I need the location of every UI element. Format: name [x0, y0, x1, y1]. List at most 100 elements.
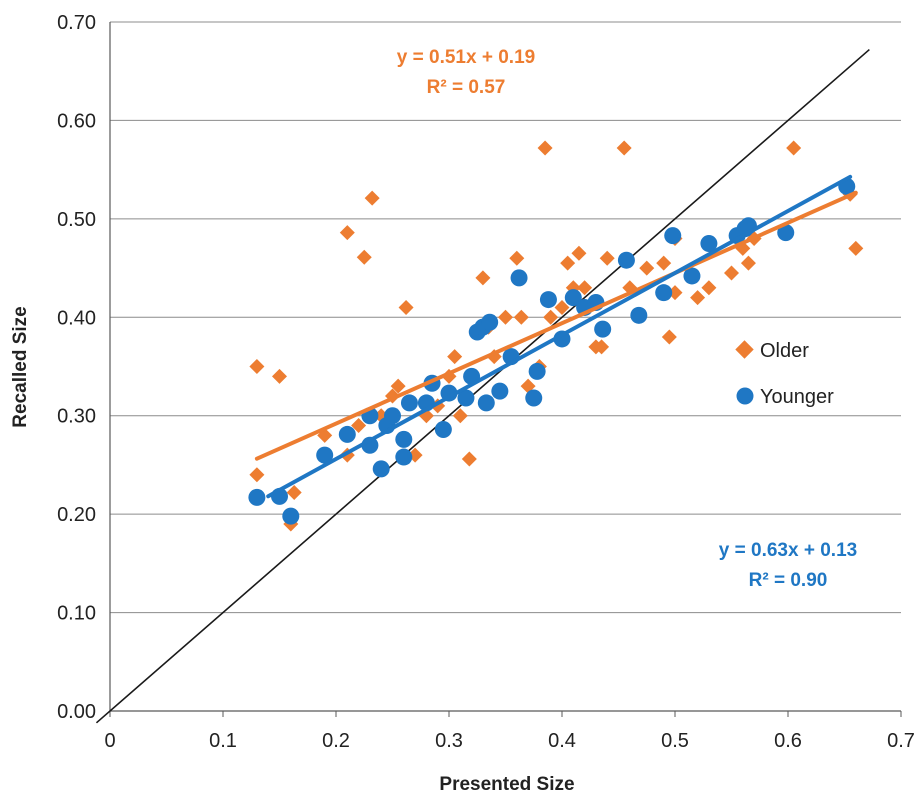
older-point — [509, 250, 525, 266]
data-points — [248, 140, 864, 532]
older-point — [571, 245, 587, 261]
older-point — [513, 309, 529, 325]
x-tick-label: 0.5 — [661, 730, 689, 752]
younger-point — [395, 430, 413, 448]
younger-point — [594, 320, 612, 338]
older-point — [543, 309, 559, 325]
older-point — [452, 408, 468, 424]
older-point — [498, 309, 513, 325]
y-tick-label: 0.50 — [57, 209, 96, 231]
gridlines — [110, 21, 901, 614]
older-point — [656, 255, 672, 271]
older-point — [599, 250, 615, 266]
older-point — [740, 255, 756, 271]
younger-point — [477, 394, 495, 412]
younger-point — [457, 389, 475, 407]
older-regression-annotation: y = 0.51x + 0.19 R² = 0.57 — [397, 47, 535, 98]
y-tick-label: 0.40 — [57, 307, 96, 329]
older-point — [475, 270, 491, 286]
older-trend-r2: R² = 0.57 — [427, 77, 506, 98]
y-tick-label: 0.10 — [57, 603, 96, 625]
younger-point — [384, 407, 401, 425]
older-point — [286, 484, 302, 500]
older-point — [639, 260, 655, 276]
trendline-younger — [266, 174, 853, 499]
older-point — [661, 329, 677, 345]
y-tick-label: 0.00 — [57, 701, 96, 723]
legend-marker-older — [735, 340, 754, 359]
younger-point — [282, 507, 300, 525]
trendlines — [254, 174, 858, 499]
older-trend-equation: y = 0.51x + 0.19 — [397, 47, 535, 68]
older-point — [690, 290, 706, 306]
x-tick-label: 0 — [104, 730, 115, 752]
x-tick-label: 0.1 — [209, 730, 237, 752]
legend: Older Younger — [735, 340, 834, 408]
older-point — [577, 280, 593, 296]
younger-point — [664, 227, 682, 245]
younger-point — [316, 446, 334, 464]
y-tick-label: 0.60 — [57, 110, 96, 132]
y-axis-tick-labels: 0.00 0.10 0.20 0.30 0.40 0.50 0.60 0.70 — [57, 12, 96, 723]
older-point — [447, 349, 463, 365]
younger-point — [539, 291, 557, 309]
older-point — [351, 418, 367, 434]
younger-point — [777, 224, 795, 242]
identity-line-group — [95, 48, 870, 724]
younger-point — [372, 460, 390, 478]
younger-point — [655, 284, 673, 302]
younger-point — [481, 313, 499, 331]
older-point — [364, 190, 380, 206]
older-point — [249, 467, 265, 483]
younger-regression-annotation: y = 0.63x + 0.13 R² = 0.90 — [719, 540, 857, 591]
younger-point — [617, 251, 635, 269]
x-tick-label: 0.2 — [322, 730, 350, 752]
x-tick-label: 0.7 — [887, 730, 915, 752]
older-point — [390, 378, 406, 394]
younger-point — [630, 306, 648, 324]
y-axis-title: Recalled Size — [10, 306, 31, 427]
older-point — [701, 280, 717, 296]
younger-point — [700, 234, 718, 252]
younger-point — [338, 425, 356, 443]
younger-point — [510, 269, 528, 287]
older-point — [356, 249, 372, 265]
legend-item-younger: Younger — [736, 386, 834, 408]
younger-trend-r2: R² = 0.90 — [749, 570, 828, 591]
trendline-older — [254, 190, 858, 461]
legend-item-older: Older — [735, 340, 809, 362]
younger-point — [683, 267, 701, 285]
legend-label-older: Older — [760, 340, 809, 362]
older-point — [848, 240, 864, 256]
y-tick-label: 0.70 — [57, 12, 96, 34]
older-point — [616, 140, 632, 156]
older-point — [272, 368, 287, 384]
y-tick-label: 0.30 — [57, 406, 96, 428]
identity-line — [95, 48, 870, 724]
older-point — [537, 140, 553, 156]
older-point — [560, 255, 576, 271]
older-point — [398, 299, 414, 315]
x-axis-tick-labels: 0 0.1 0.2 0.3 0.4 0.5 0.6 0.7 — [104, 730, 914, 752]
older-point — [594, 339, 610, 355]
younger-point — [491, 382, 509, 400]
axes — [109, 22, 902, 717]
older-point — [249, 359, 265, 374]
younger-point — [395, 448, 413, 466]
younger-point — [434, 420, 452, 438]
younger-point — [528, 362, 546, 380]
younger-trend-equation: y = 0.63x + 0.13 — [719, 540, 857, 561]
older-point — [461, 451, 477, 467]
x-axis-title: Presented Size — [439, 774, 574, 795]
younger-point — [564, 289, 582, 307]
x-tick-label: 0.6 — [774, 730, 802, 752]
x-tick-label: 0.3 — [435, 730, 463, 752]
younger-point — [525, 389, 543, 407]
x-tick-label: 0.4 — [548, 730, 576, 752]
younger-point — [400, 394, 418, 412]
y-tick-label: 0.20 — [57, 504, 96, 526]
younger-point — [248, 488, 266, 506]
older-point — [786, 140, 802, 156]
older-point — [339, 225, 355, 241]
